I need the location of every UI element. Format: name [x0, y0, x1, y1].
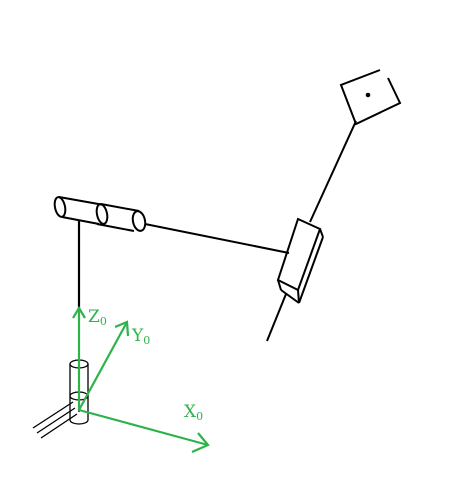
y-axis [78, 321, 128, 411]
x-axis-label: X0 [184, 402, 203, 423]
lower-link [266, 293, 287, 342]
shoulder-cylinder-joint [53, 196, 147, 232]
ground-hatch [32, 401, 78, 439]
y-axis-label: Y0 [131, 326, 150, 347]
coordinate-frame [72, 305, 210, 454]
y-axis-arrowhead [114, 320, 130, 337]
prismatic-joint-box [276, 217, 324, 304]
x-axis [78, 408, 209, 447]
z-axis-arrowhead [72, 305, 86, 319]
z-axis-label: Z0 [88, 307, 107, 328]
upper-link [309, 120, 357, 223]
end-effector-square [339, 69, 402, 126]
x-axis-arrowhead [191, 432, 210, 454]
horizontal-link [144, 223, 290, 254]
